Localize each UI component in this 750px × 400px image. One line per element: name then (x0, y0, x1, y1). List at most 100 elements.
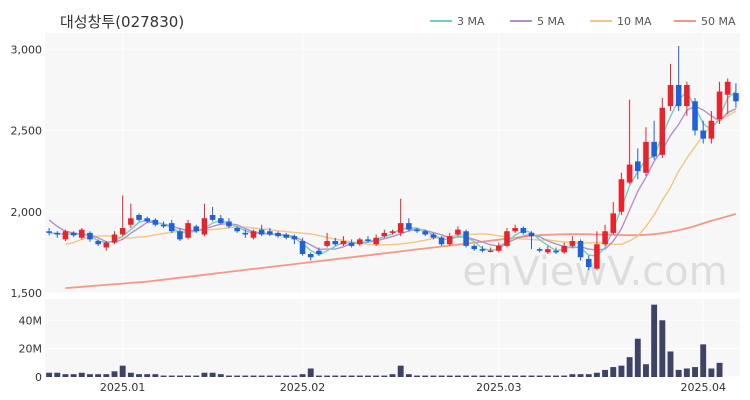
candle (446, 232, 453, 246)
candle (602, 224, 608, 246)
candle (226, 218, 232, 228)
candle (487, 247, 494, 253)
candle-body (651, 141, 657, 157)
candle-body (373, 237, 379, 245)
candle-body (561, 245, 567, 253)
candle-body (307, 254, 314, 258)
candle-body (299, 241, 306, 254)
volume-bar (675, 369, 682, 377)
date-tick-label: 2025.04 (680, 381, 726, 394)
volume-bar (634, 338, 641, 377)
candle-body (340, 241, 347, 245)
candle-body (496, 245, 502, 251)
date-tick-label: 2025.01 (100, 381, 146, 394)
price-tick-label: 3,000 (11, 43, 43, 56)
candle-body (209, 215, 216, 220)
volume-bar (405, 374, 412, 377)
volume-bar (495, 375, 502, 377)
legend-label: 5 MA (537, 15, 565, 28)
candle (70, 231, 77, 237)
candle (218, 215, 224, 225)
candle-body (177, 231, 183, 240)
candle-body (430, 234, 437, 238)
volume-bar (536, 375, 543, 377)
price-tick-label: 1,500 (11, 287, 43, 300)
volume-bar (585, 374, 592, 377)
volume-bar (356, 375, 363, 377)
candle-body (193, 226, 200, 232)
candle (594, 231, 600, 271)
legend-item: 5 MA (510, 15, 565, 28)
candle-body (733, 93, 739, 102)
candle (512, 224, 518, 233)
candle-body (144, 218, 150, 222)
volume-tick-label: 20M (19, 343, 43, 356)
candle-body (348, 242, 355, 246)
candle-body (708, 120, 715, 139)
candle-body (267, 231, 273, 235)
candle-body (70, 232, 77, 236)
candle-body (479, 249, 486, 251)
candle (185, 219, 191, 240)
candle (733, 83, 739, 108)
volume-bar (266, 375, 273, 377)
candle (340, 236, 347, 246)
volume-bar (54, 372, 61, 377)
candle-body (635, 161, 641, 172)
candle (659, 98, 666, 159)
candle (144, 216, 150, 224)
candle-body (659, 107, 666, 155)
price-axis: 1,500 2,000 2,500 3,000 (11, 43, 43, 300)
volume-bar (430, 375, 437, 377)
candle-body (626, 164, 633, 183)
candle (46, 228, 52, 236)
price-tick-label: 2,000 (11, 206, 43, 219)
candle (201, 203, 208, 237)
volume-axis: 0 20M 40M (19, 314, 43, 384)
volume-bar (373, 375, 380, 377)
volume-tick-label: 40M (19, 314, 43, 327)
price-tick-label: 2,500 (11, 125, 43, 138)
volume-bar (626, 357, 633, 377)
volume-bar (610, 367, 617, 377)
volume-bar (95, 374, 102, 377)
volume-bar (46, 372, 53, 377)
volume-bar (618, 365, 625, 377)
volume-bar (185, 375, 192, 377)
volume-bar (324, 375, 331, 377)
candle-body (397, 223, 404, 233)
legend-label: 50 MA (701, 15, 736, 28)
chart-title: 대성창투(027830) (60, 13, 184, 31)
volume-bar (201, 372, 208, 377)
legend-item: 10 MA (590, 15, 652, 28)
candle (299, 237, 306, 256)
volume-bar (234, 375, 241, 377)
volume-bar (365, 375, 371, 377)
candle (54, 231, 61, 238)
candle-body (283, 234, 289, 238)
volume-bar (512, 375, 519, 377)
candle-body (675, 85, 682, 107)
candle (675, 46, 682, 111)
volume-bar (299, 374, 306, 377)
candle (700, 120, 706, 144)
date-tick-label: 2025.03 (476, 381, 522, 394)
legend-label: 3 MA (457, 15, 485, 28)
volume-bar (479, 375, 486, 377)
volume-bar (103, 374, 110, 377)
candle-body (585, 258, 592, 267)
candle (528, 231, 535, 250)
volume-bar (136, 374, 142, 377)
candle (455, 226, 461, 237)
legend-item: 3 MA (430, 15, 485, 28)
volume-bar (471, 375, 478, 377)
candle (79, 228, 85, 240)
candle (496, 242, 502, 253)
volume-bar (209, 372, 216, 377)
candle (283, 232, 289, 240)
candle (479, 245, 486, 253)
candle (373, 234, 379, 246)
candle (422, 229, 428, 237)
candle-body (610, 213, 617, 233)
volume-bar (667, 351, 674, 377)
